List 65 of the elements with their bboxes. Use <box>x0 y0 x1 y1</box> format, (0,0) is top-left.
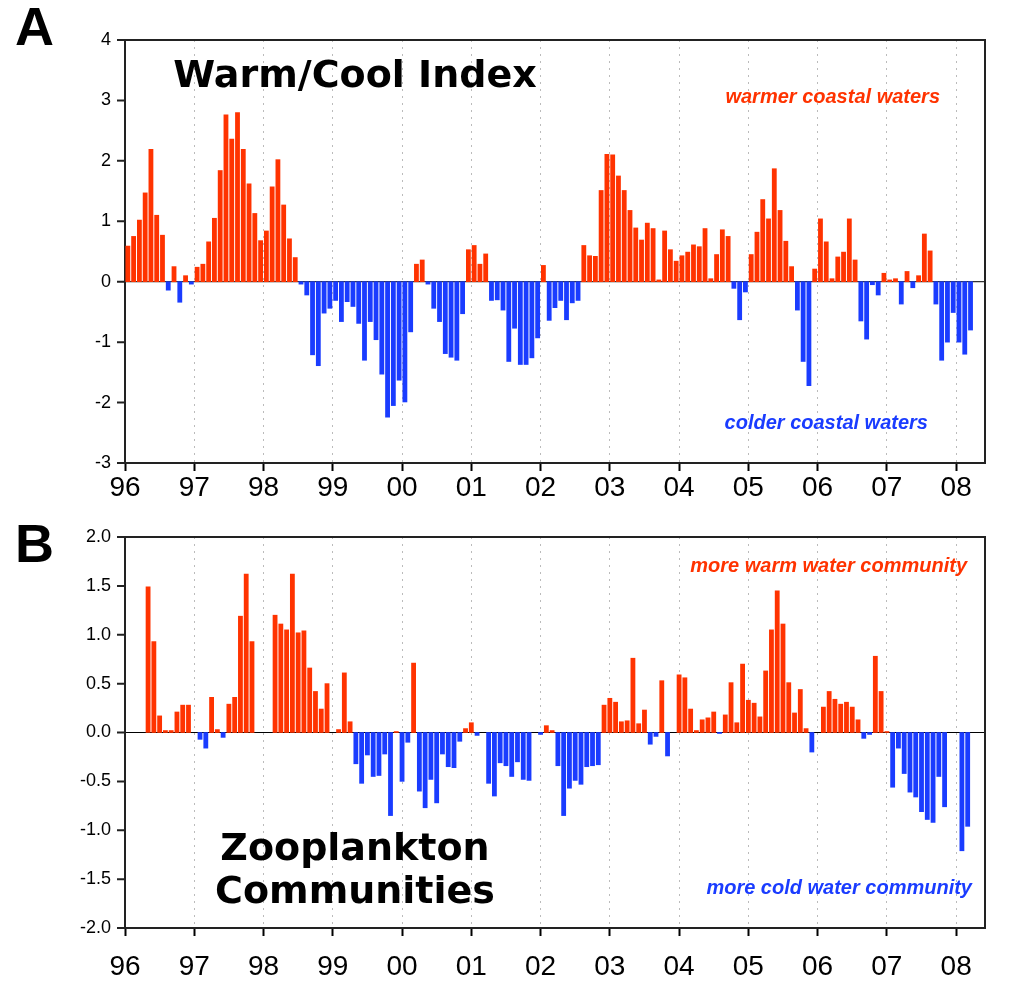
x-tick-label: 04 <box>663 949 695 981</box>
x-tick-label: 96 <box>109 470 141 502</box>
y-tick-label: -0.5 <box>79 770 111 791</box>
y-tick-label: -1.0 <box>79 819 111 840</box>
y-tick-label: 1.0 <box>85 623 111 644</box>
x-tick-label: 06 <box>802 949 834 981</box>
x-tick-label: 04 <box>663 470 695 502</box>
x-tick-label: 03 <box>594 949 626 981</box>
annotation: colder coastal waters <box>724 410 928 433</box>
annotation: more warm water community <box>690 553 968 576</box>
x-tick-label: 07 <box>871 949 903 981</box>
x-tick-label: 02 <box>524 949 557 981</box>
x-tick-label: 03 <box>594 470 626 502</box>
x-tick-label: 05 <box>732 470 764 502</box>
annotation: more cold water community <box>706 875 973 898</box>
y-tick-label: 2 <box>100 149 111 170</box>
bar <box>474 732 480 736</box>
x-tick-label: 08 <box>940 470 972 502</box>
bar <box>659 680 665 733</box>
bar <box>898 281 904 305</box>
x-tick-label: 01 <box>455 470 487 502</box>
bar <box>538 732 543 735</box>
y-tick-label: 4 <box>100 28 111 49</box>
bar <box>177 281 183 303</box>
bar <box>220 732 226 738</box>
bar <box>809 732 815 753</box>
bar <box>165 281 171 291</box>
x-tick-label: 08 <box>940 949 972 981</box>
y-tick-label: 1.5 <box>85 574 111 595</box>
x-tick-label: 98 <box>247 470 280 502</box>
bar <box>541 265 546 283</box>
x-tick-label: 05 <box>732 949 764 981</box>
y-tick-label: 0 <box>100 270 111 291</box>
y-tick-label: 0.0 <box>85 721 111 742</box>
x-tick-label: 98 <box>247 949 280 981</box>
y-tick-label: -1 <box>94 331 111 352</box>
annotation: warmer coastal waters <box>725 84 940 107</box>
x-tick-label: 00 <box>386 470 418 502</box>
x-tick-label: 02 <box>524 470 557 502</box>
x-tick-label: 96 <box>109 949 141 981</box>
x-tick-label: 00 <box>386 949 418 981</box>
x-tick-label: 01 <box>455 949 487 981</box>
y-tick-label: 3 <box>100 89 111 110</box>
x-tick-label: 07 <box>871 470 903 502</box>
y-tick-label: 1 <box>100 210 111 231</box>
y-tick-label: -3 <box>94 451 111 472</box>
y-tick-label: 0.5 <box>85 672 111 693</box>
bar <box>188 281 194 285</box>
y-tick-label: -2 <box>94 391 111 412</box>
bar <box>411 662 416 733</box>
x-tick-label: 06 <box>802 470 834 502</box>
bar <box>665 732 670 757</box>
text: B <box>15 512 54 573</box>
x-tick-label: 97 <box>178 949 210 981</box>
x-tick-label: 97 <box>178 470 210 502</box>
y-tick-label: -2.0 <box>79 916 111 937</box>
y-tick-label: 2.0 <box>85 525 111 546</box>
bar <box>910 281 916 289</box>
text: A <box>15 0 54 56</box>
bar <box>183 275 188 283</box>
y-tick-label: -1.5 <box>79 868 111 889</box>
x-tick-label: 99 <box>317 470 349 502</box>
chart-title: Warm/Cool Index <box>173 51 537 96</box>
text: Zooplankton Communities <box>215 824 495 912</box>
x-tick-label: 99 <box>317 949 349 981</box>
